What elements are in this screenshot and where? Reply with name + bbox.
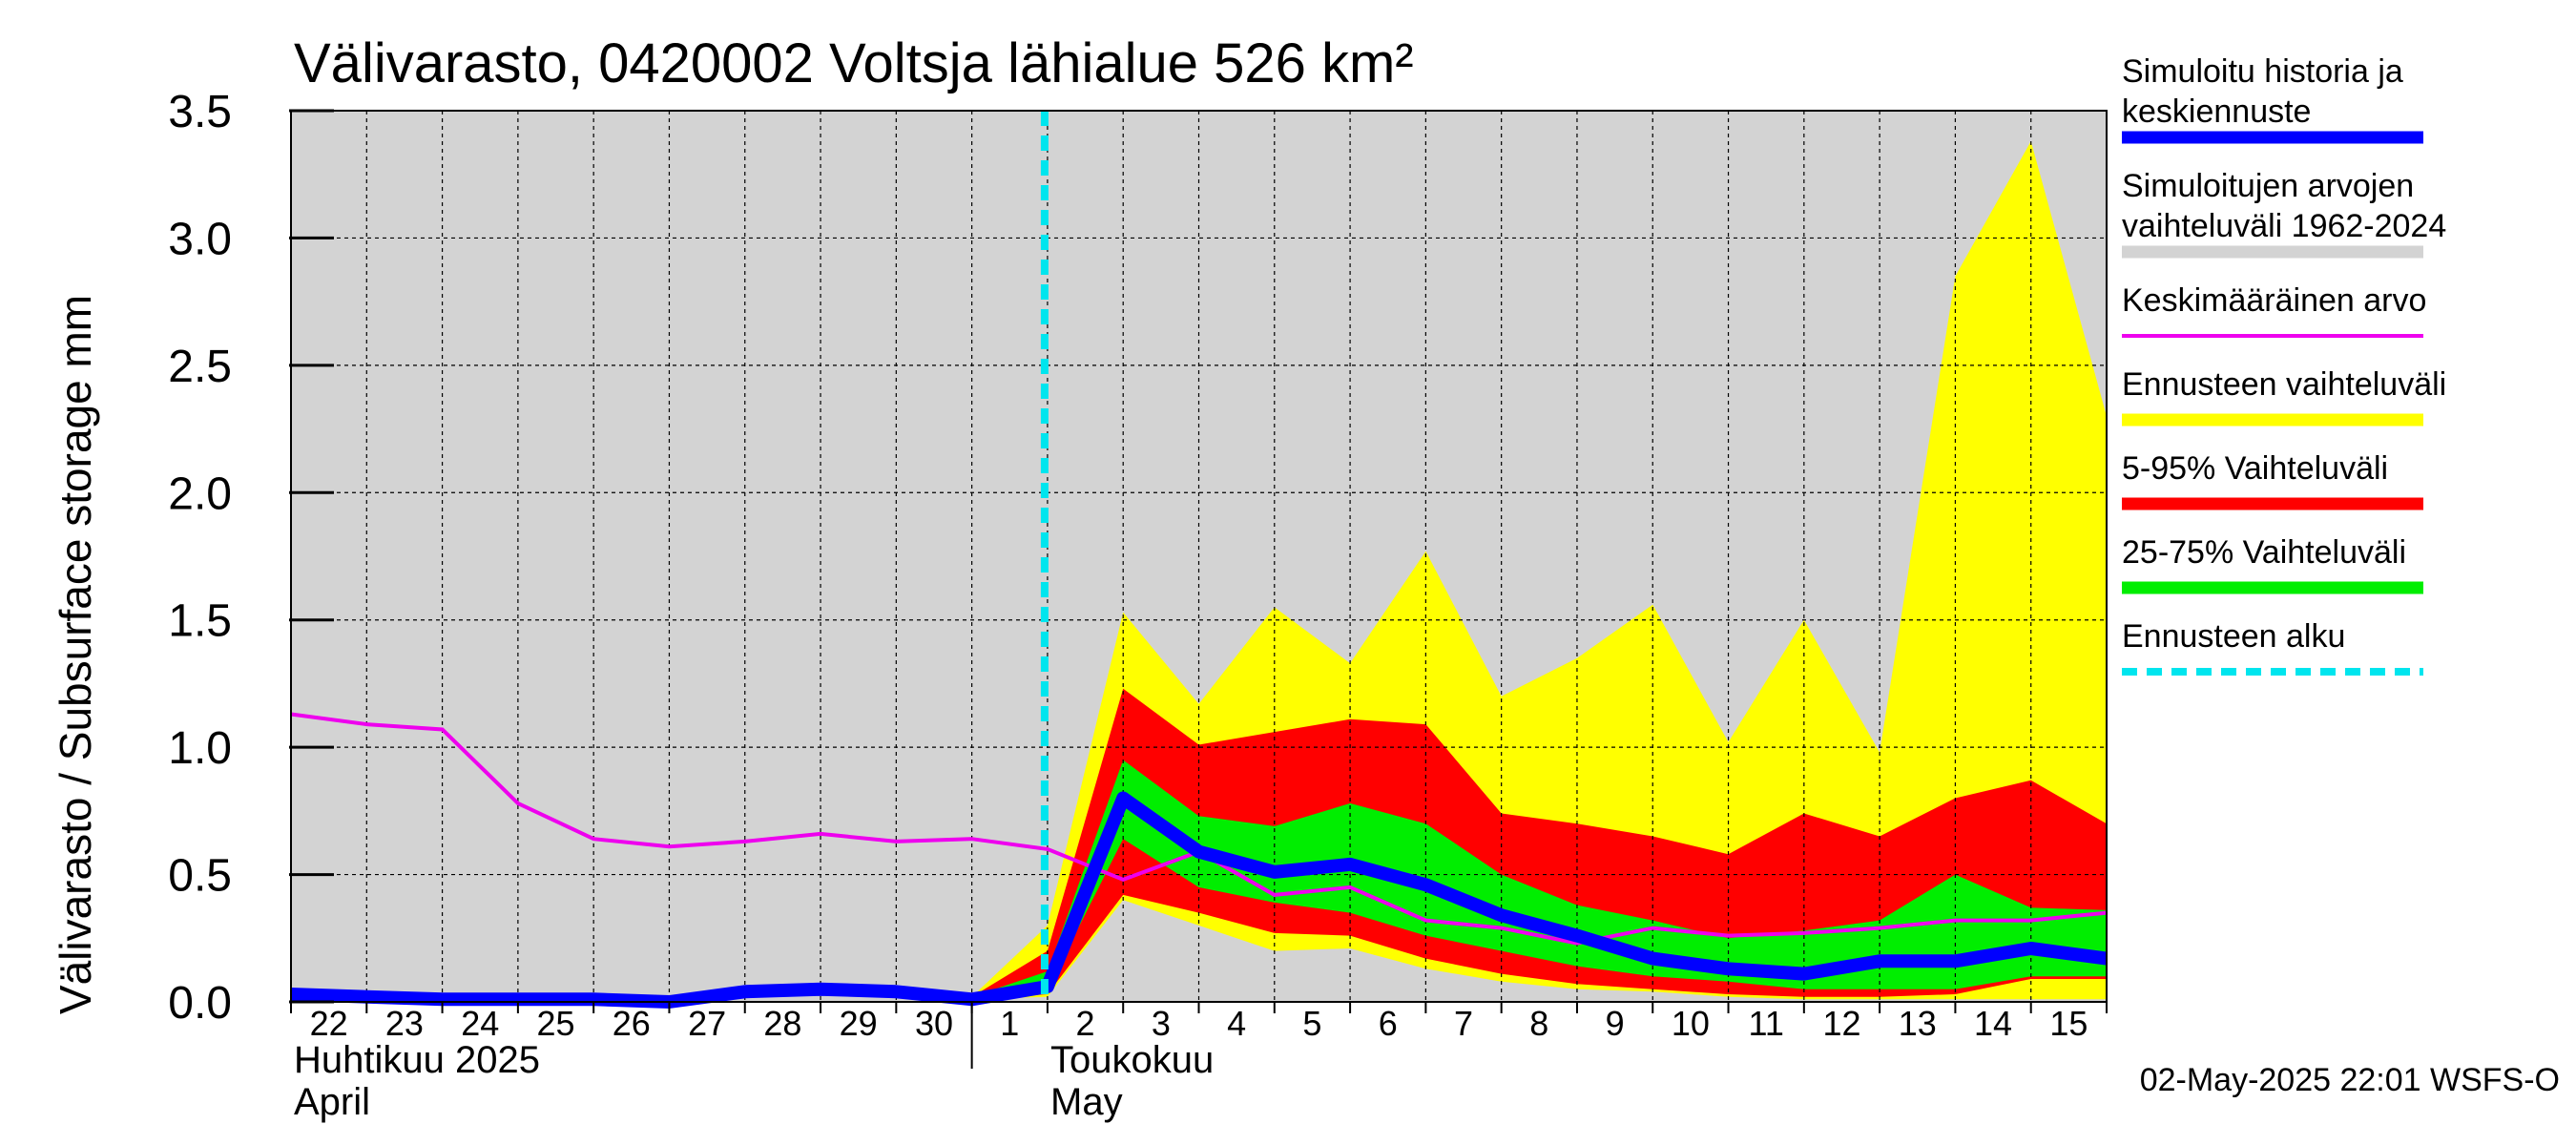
x-tick-label: 6 bbox=[1379, 1004, 1398, 1043]
y-axis-ticks: 0.0 0.5 1.0 1.5 2.0 2.5 3.0 3.5 bbox=[168, 87, 334, 1029]
y-tick-label: 2.0 bbox=[168, 468, 232, 519]
band-2 bbox=[971, 760, 2107, 1000]
x-tick-label: 9 bbox=[1606, 1004, 1625, 1043]
x-tick-label: 5 bbox=[1302, 1004, 1321, 1043]
x-tick-label: 27 bbox=[688, 1004, 726, 1043]
y-tick-label: 2.5 bbox=[168, 342, 232, 392]
legend-label: vaihteluväli 1962-2024 bbox=[2122, 208, 2446, 244]
y-axis-label: Välivarasto / Subsurface storage mm bbox=[51, 295, 100, 1014]
x-tick-label: 29 bbox=[840, 1004, 878, 1043]
legend-label: Ennusteen vaihteluväli bbox=[2122, 366, 2446, 403]
x-tick-label: 10 bbox=[1672, 1004, 1710, 1043]
legend: Simuloitu historia ja keskiennuste Simuloi… bbox=[2122, 53, 2446, 676]
legend-label: Simuloitu historia ja bbox=[2122, 53, 2403, 90]
x-tick-label: 14 bbox=[1974, 1004, 2012, 1043]
x-tick-label: 4 bbox=[1227, 1004, 1246, 1043]
y-tick-label: 3.0 bbox=[168, 214, 232, 264]
y-tick-label: 0.5 bbox=[168, 851, 232, 902]
x-axis-month-labels: Huhtikuu 2025 April Toukokuu May bbox=[294, 1039, 1214, 1123]
x-tick-label: 2 bbox=[1076, 1004, 1095, 1043]
legend-label: Ennusteen alku bbox=[2122, 618, 2345, 655]
y-tick-label: 0.0 bbox=[168, 978, 232, 1029]
chart-title: Välivarasto, 0420002 Voltsja lähialue 52… bbox=[294, 32, 1414, 94]
month-label-april-line2: April bbox=[294, 1081, 370, 1123]
legend-label: 5-95% Vaihteluväli bbox=[2122, 450, 2388, 487]
y-tick-label: 3.5 bbox=[168, 87, 232, 137]
x-tick-label: 11 bbox=[1749, 1004, 1784, 1043]
x-tick-label: 26 bbox=[613, 1004, 651, 1043]
x-tick-label: 8 bbox=[1529, 1004, 1548, 1043]
legend-label: Simuloitujen arvojen bbox=[2122, 168, 2414, 204]
y-tick-label: 1.0 bbox=[168, 723, 232, 774]
x-tick-label: 24 bbox=[461, 1004, 499, 1043]
band-1 bbox=[971, 688, 2107, 1000]
grid bbox=[291, 111, 2107, 1002]
x-tick-label: 25 bbox=[536, 1004, 574, 1043]
plot-area bbox=[290, 110, 2108, 1009]
x-tick-label: 22 bbox=[310, 1004, 348, 1043]
x-tick-label: 12 bbox=[1822, 1004, 1860, 1043]
x-tick-label: 23 bbox=[385, 1004, 424, 1043]
legend-label: Keskimääräinen arvo bbox=[2122, 282, 2426, 319]
x-axis-ticks: 22 23 24 25 26 27 28 29 30 1 2 3 4 5 6 7 8 9 10 11 12 13 14 15 bbox=[290, 1002, 2108, 1069]
x-tick-label: 1 bbox=[1000, 1004, 1019, 1043]
x-tick-label: 30 bbox=[915, 1004, 953, 1043]
y-tick-label: 1.5 bbox=[168, 596, 232, 647]
month-label-may-line1: Toukokuu bbox=[1050, 1039, 1214, 1081]
legend-label: keskiennuste bbox=[2122, 94, 2311, 130]
x-tick-label: 13 bbox=[1899, 1004, 1937, 1043]
month-label-may-line2: May bbox=[1050, 1081, 1123, 1123]
series-median-line bbox=[290, 791, 2108, 1009]
x-tick-label: 28 bbox=[763, 1004, 801, 1043]
legend-label: 25-75% Vaihteluväli bbox=[2122, 534, 2406, 571]
month-label-april-line1: Huhtikuu 2025 bbox=[294, 1039, 540, 1081]
x-tick-label: 3 bbox=[1152, 1004, 1171, 1043]
x-tick-label: 7 bbox=[1454, 1004, 1473, 1043]
timestamp-stamp: 02-May-2025 22:01 WSFS-O bbox=[2140, 1062, 2560, 1098]
x-tick-label: 15 bbox=[2049, 1004, 2088, 1043]
